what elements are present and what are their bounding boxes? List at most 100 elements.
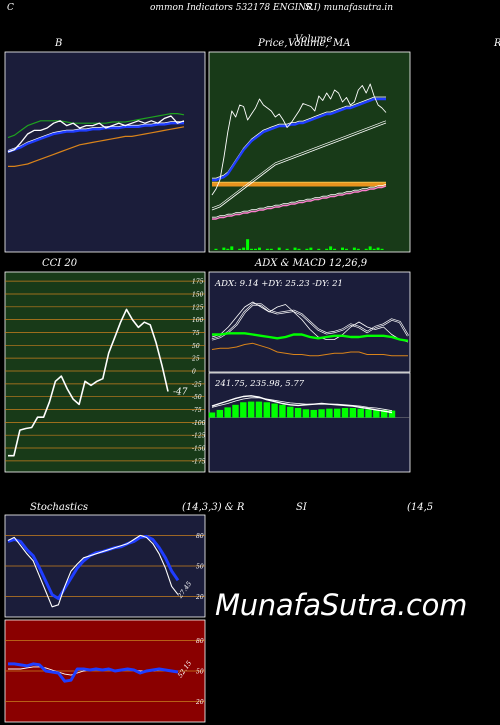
volume-bar <box>222 247 226 250</box>
cci-tick-label: 150 <box>192 291 204 298</box>
volume-bar <box>380 248 384 250</box>
volume-bar <box>269 248 273 250</box>
bb-upper-band-line <box>7 112 185 139</box>
header-right: S.I) munafasutra.in <box>305 3 394 13</box>
volume-bar <box>333 248 337 250</box>
stoch-tick-label: 50 <box>196 564 204 571</box>
macd-histogram-bar <box>357 408 364 418</box>
volume-bar <box>356 248 360 250</box>
volume-bar <box>250 248 254 250</box>
macd-histogram-bar <box>388 410 396 418</box>
adx-green-line <box>212 332 409 342</box>
volume-bar <box>329 246 333 250</box>
macd-histogram-bar <box>373 409 380 418</box>
volume-bar <box>265 248 269 250</box>
price-ma-low-line-2 <box>212 183 387 218</box>
cci-tick-label: -50 <box>192 394 202 401</box>
bb-close-line <box>7 115 185 153</box>
stoch-tick-label: 80 <box>196 533 204 540</box>
cci-tick-label: 175 <box>192 279 204 286</box>
bb-mid-band-line <box>7 121 184 154</box>
volume-bar <box>352 247 356 250</box>
cci-tick-label: -25 <box>192 381 202 388</box>
cci-tick-label: 125 <box>192 304 204 311</box>
volume-bar <box>293 247 297 250</box>
brand-watermark: MunafaSutra.com <box>215 588 468 622</box>
rsi-line <box>8 662 179 683</box>
bb-title: B <box>55 38 63 49</box>
volume-bar <box>257 247 261 250</box>
adx-title: ADX & MACD 12,26,9 <box>255 258 368 269</box>
price-ma-low-line <box>212 185 387 220</box>
volume-bar <box>277 247 281 250</box>
volume-bar <box>254 248 257 250</box>
minus-di-line <box>211 301 409 343</box>
volume-bar <box>297 248 301 250</box>
macd-histogram-bar <box>263 402 270 418</box>
macd-histogram-bar <box>318 409 325 418</box>
macd-histogram-bar <box>310 409 317 418</box>
price-ma-mid-line-2 <box>211 120 387 209</box>
macd-histogram-bar <box>294 408 302 418</box>
cci-line <box>8 308 169 457</box>
stoch-params: (14,3,3) & R <box>182 502 245 513</box>
cci-tick-label: -125 <box>192 433 206 440</box>
macd-histogram-bar <box>279 404 286 418</box>
price-ma-short-line <box>212 97 386 182</box>
header-center: ommon Indicators 532178 ENGINR <box>150 3 313 13</box>
volume-bar <box>364 248 368 250</box>
volume-bar <box>372 248 376 250</box>
volume-bar <box>230 246 234 250</box>
macd-histogram-bar <box>341 408 349 418</box>
macd-histogram-bar <box>247 401 255 418</box>
macd-histogram-bar <box>380 409 388 418</box>
cci-tick-label: 75 <box>192 330 200 337</box>
macd-histogram-bar <box>224 407 231 418</box>
volume-bar <box>246 239 250 250</box>
rsi-tick-label: 20 <box>195 699 204 706</box>
lines-layer <box>7 83 409 683</box>
cci-title: CCI 20 <box>42 258 78 269</box>
volume-bar <box>325 248 329 250</box>
cci-tick-label: -150 <box>192 446 206 453</box>
macd-histogram-bar <box>334 408 341 418</box>
macd-histogram-bar <box>208 412 216 418</box>
volume-bar <box>305 248 309 250</box>
edge-right-label: R <box>494 38 500 49</box>
macd-histogram-bar <box>271 403 278 418</box>
volume-bar <box>309 247 313 250</box>
rsi-tick-label: 50 <box>196 669 204 676</box>
volume-bar <box>226 248 230 250</box>
bars-layer <box>208 239 396 418</box>
volume-bar <box>285 248 289 250</box>
cci-tick-label: 50 <box>192 343 200 350</box>
price-title-2: Volume, <box>288 38 329 49</box>
cci-tick-label: -100 <box>192 420 206 427</box>
volume-bar <box>214 248 218 250</box>
macd-histogram-bar <box>216 409 224 418</box>
macd-histogram-bar <box>365 409 372 418</box>
cci-tick-label: -75 <box>192 407 202 414</box>
stoch-title: Stochastics <box>30 502 88 513</box>
macd-histogram-bar <box>287 406 294 418</box>
adx-line <box>211 342 408 357</box>
volume-bar <box>344 248 348 250</box>
volume-bar <box>242 247 246 250</box>
cci-tick-label: 100 <box>192 317 204 324</box>
adx-readout: ADX: 9.14 +DY: 25.23 -DY: 21 <box>214 279 343 289</box>
cci-tick-label: 25 <box>191 356 200 363</box>
rsi-params: (14,5 <box>407 502 434 513</box>
plus-di-inner <box>211 304 409 340</box>
macd-readout: 241.75, 235.98, 5.77 <box>214 379 305 389</box>
macd-histogram-bar <box>349 408 357 418</box>
macd-histogram-bar <box>326 408 333 418</box>
price-close-line <box>211 83 387 196</box>
price-title: Price, <box>258 38 288 49</box>
rsi-tick-label: 80 <box>196 638 204 645</box>
macd-signal-line <box>211 397 393 411</box>
header-left: C <box>7 3 14 13</box>
macd-histogram-bar <box>240 402 247 418</box>
bb-mid-band-halo <box>7 121 184 152</box>
macd-histogram-bar <box>255 401 263 418</box>
